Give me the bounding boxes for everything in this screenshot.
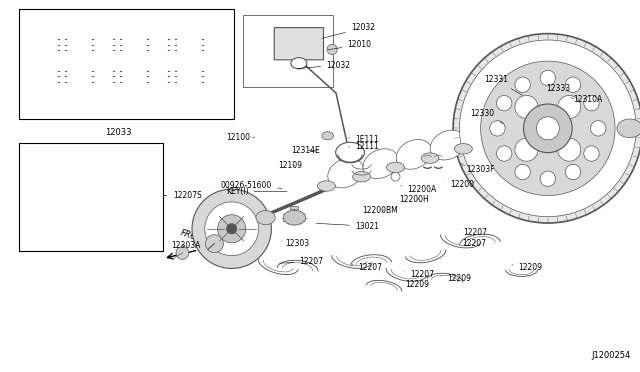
Text: 00926-51600: 00926-51600 [221,181,282,190]
Circle shape [584,146,599,161]
Circle shape [540,171,556,186]
Text: 12111: 12111 [348,142,379,151]
Text: 12333: 12333 [547,84,573,99]
Circle shape [557,138,580,161]
Circle shape [515,77,531,92]
Text: 12209: 12209 [440,274,471,283]
Text: J1200254: J1200254 [591,351,630,360]
Text: 12033: 12033 [105,128,132,137]
Circle shape [205,202,259,256]
Text: 12330: 12330 [470,109,503,124]
Text: 12207: 12207 [456,239,486,248]
Ellipse shape [328,158,364,188]
Circle shape [327,44,337,55]
Ellipse shape [284,210,306,225]
Text: 1E111: 1E111 [348,135,379,144]
Circle shape [176,247,189,259]
Ellipse shape [454,144,472,154]
Text: 12303A: 12303A [172,241,201,250]
Ellipse shape [387,162,404,173]
Circle shape [391,172,400,181]
Text: 12303: 12303 [282,239,309,248]
Bar [19,9,234,119]
Ellipse shape [317,181,335,191]
Circle shape [591,121,606,136]
Bar [19,143,163,251]
Circle shape [497,146,512,161]
Circle shape [536,117,559,140]
Ellipse shape [336,142,365,163]
Ellipse shape [617,119,640,138]
Circle shape [565,77,580,92]
Circle shape [205,235,223,253]
Circle shape [584,96,599,111]
Text: 12207: 12207 [404,270,435,279]
Text: 12207: 12207 [458,228,488,237]
Text: 12331: 12331 [484,76,522,95]
Text: 12109: 12109 [278,161,303,170]
Text: 12207S: 12207S [173,191,202,200]
Circle shape [481,61,615,196]
Text: 12314E: 12314E [291,146,320,155]
Ellipse shape [421,153,439,163]
Text: 13021: 13021 [316,222,380,231]
Ellipse shape [291,58,307,69]
Circle shape [192,189,271,269]
Circle shape [524,104,572,153]
Bar [290,206,298,209]
Circle shape [540,70,556,86]
Circle shape [227,224,237,234]
Ellipse shape [322,132,333,140]
Circle shape [460,40,636,217]
Circle shape [453,33,640,223]
Text: 12010: 12010 [328,40,372,50]
Text: 12100: 12100 [226,133,255,142]
Text: 12032: 12032 [322,23,375,38]
FancyBboxPatch shape [275,28,323,60]
Ellipse shape [353,171,371,182]
Ellipse shape [256,211,275,225]
Circle shape [497,96,512,111]
Circle shape [490,121,505,136]
Bar [243,15,333,87]
Text: 12310A: 12310A [573,95,602,110]
Text: 12209: 12209 [512,263,543,272]
Circle shape [218,215,246,243]
Text: 12032: 12032 [297,61,351,70]
Text: 12303F: 12303F [461,164,495,174]
Text: 12207: 12207 [279,257,324,266]
Text: KEY(I): KEY(I) [226,187,287,196]
Text: FRONT: FRONT [179,228,209,246]
Text: 12207: 12207 [352,263,383,272]
Text: 12200: 12200 [444,179,474,189]
Circle shape [515,164,531,180]
Circle shape [515,138,538,161]
Ellipse shape [363,149,399,179]
Ellipse shape [396,140,432,169]
Circle shape [557,96,580,118]
Text: 12200H: 12200H [399,195,429,203]
Text: 12200A: 12200A [401,185,437,194]
Text: 12200BM: 12200BM [362,206,398,215]
Text: 12209: 12209 [399,280,429,289]
Ellipse shape [430,130,466,160]
Circle shape [515,96,538,118]
Circle shape [565,164,580,180]
